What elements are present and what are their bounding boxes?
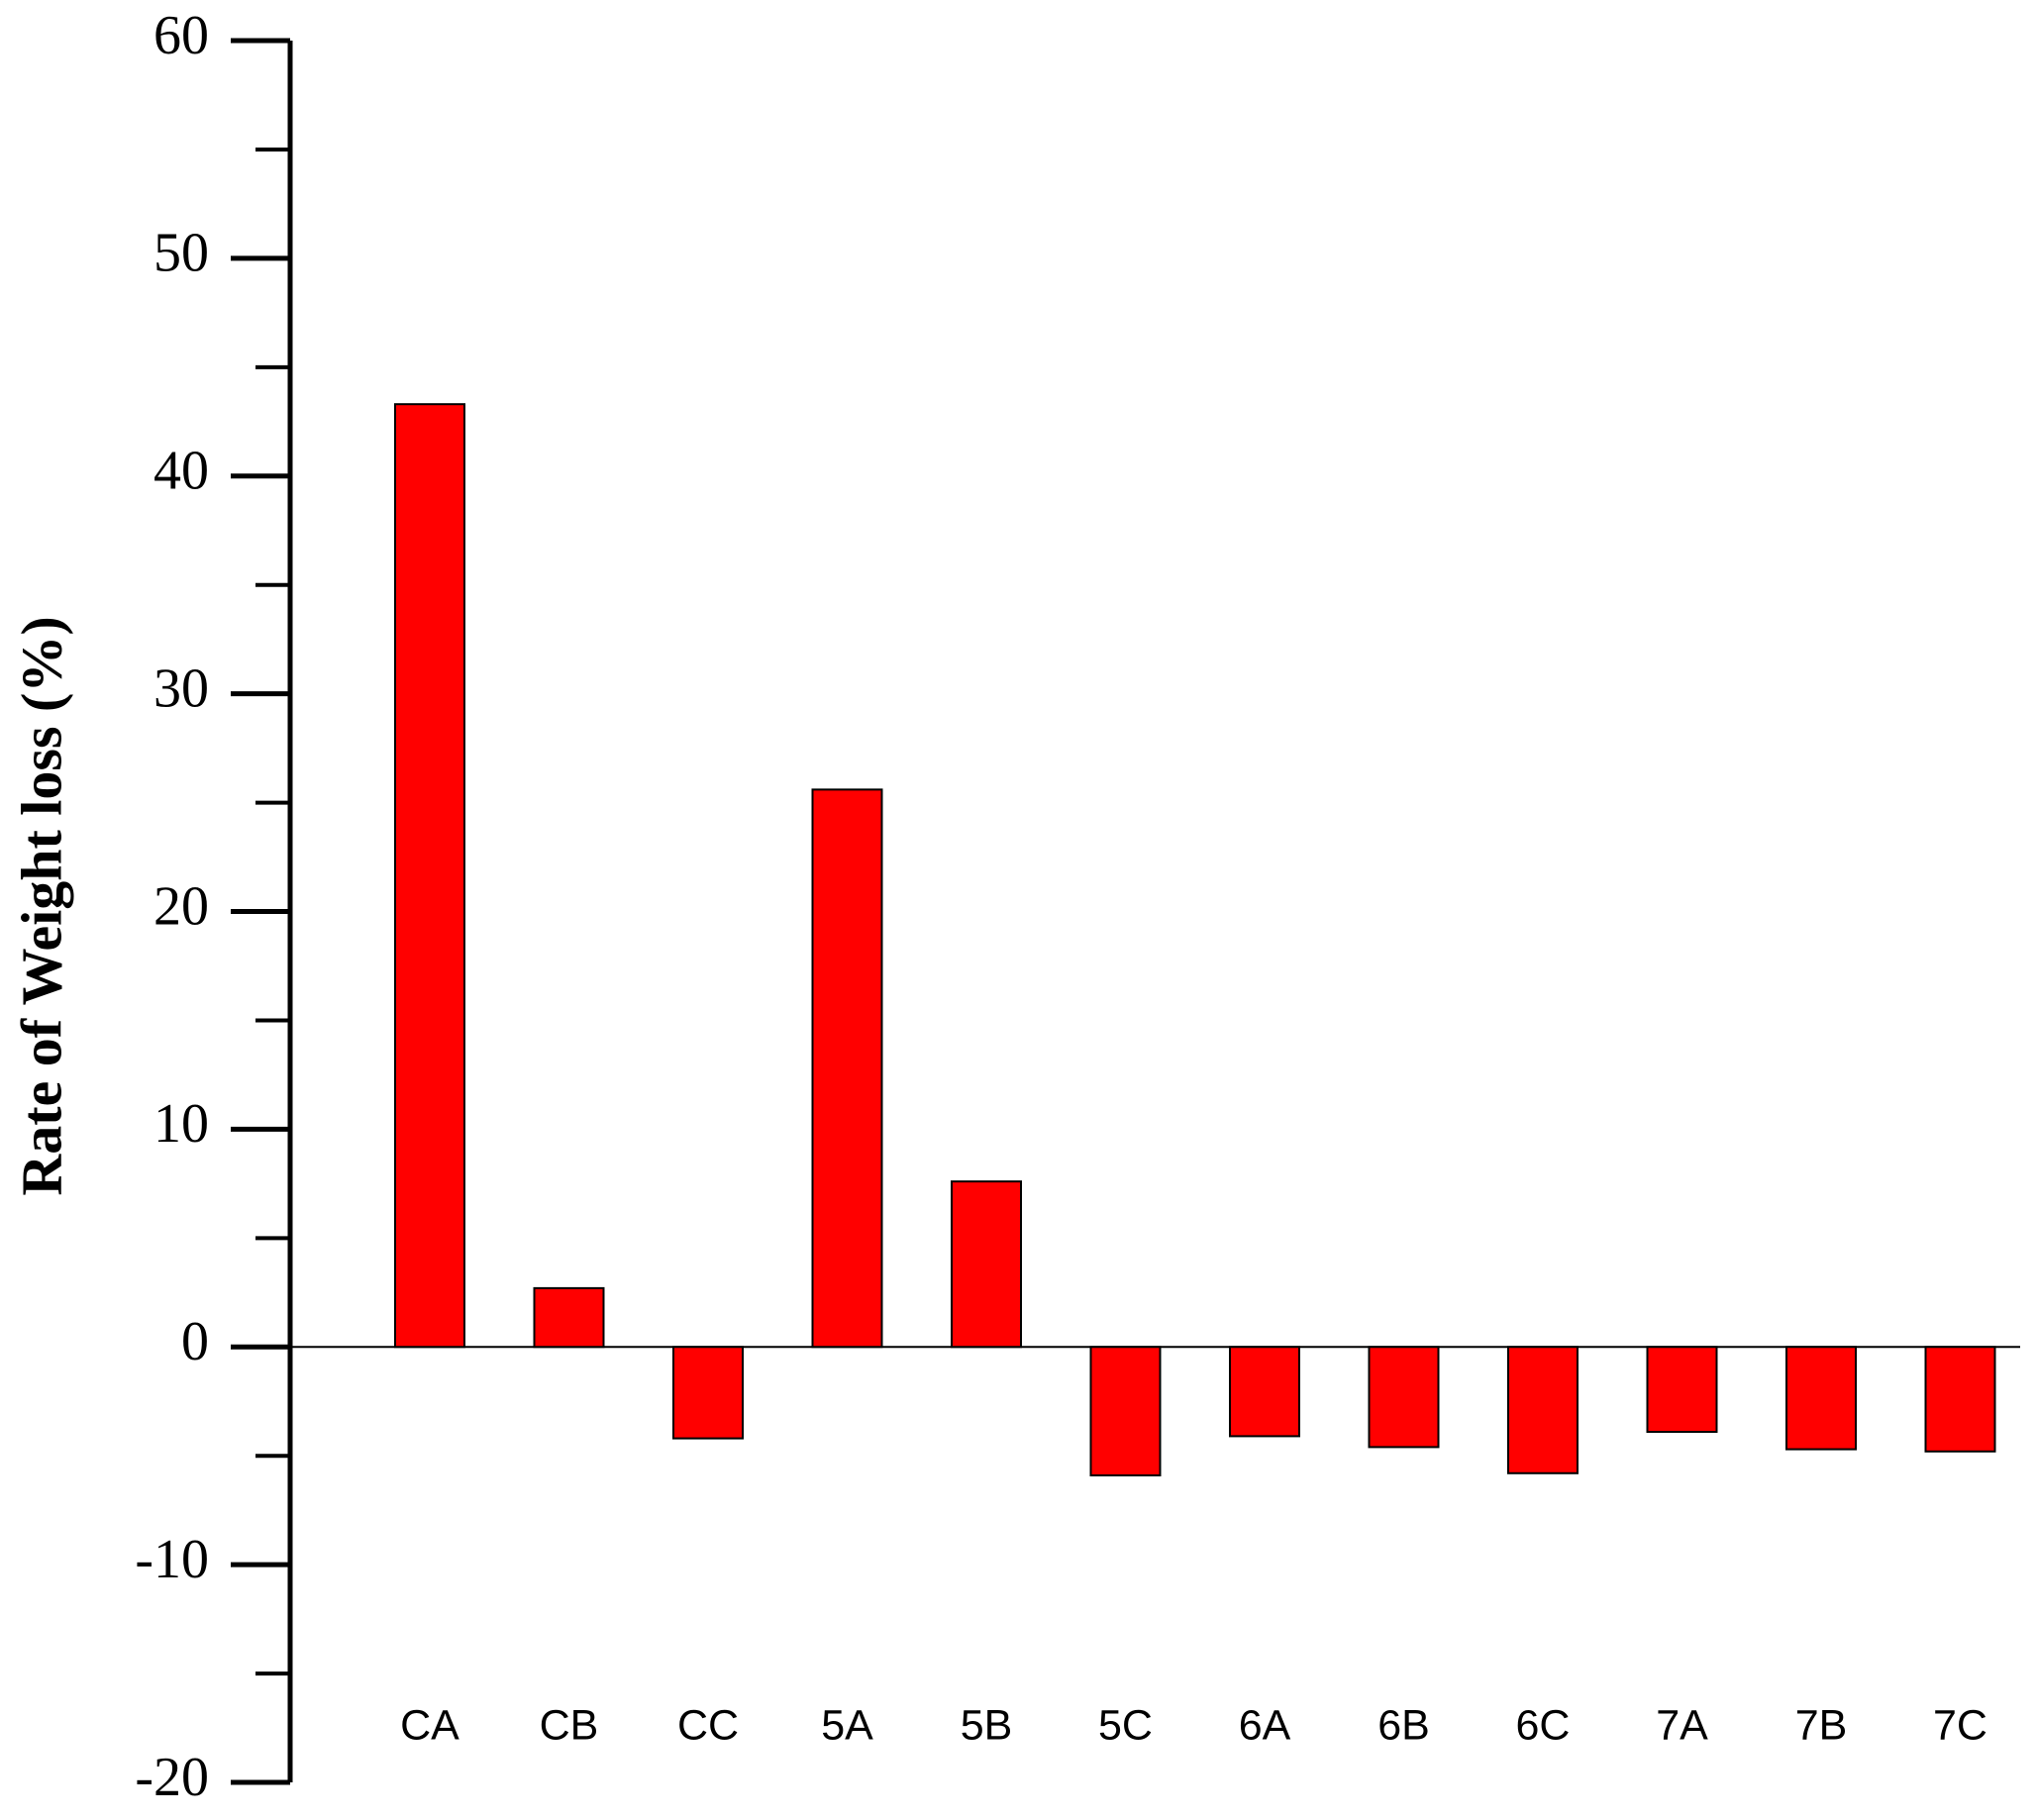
bar-6b	[1368, 1346, 1440, 1449]
y-tick-label: 10	[153, 1093, 209, 1155]
y-tick-label: 20	[153, 875, 209, 937]
x-tick-label: 7C	[1933, 1701, 1987, 1749]
bar-7c	[1924, 1346, 1996, 1453]
y-tick-label: -20	[135, 1747, 209, 1808]
bar-7b	[1785, 1346, 1857, 1451]
y-tick-label: 30	[153, 657, 209, 719]
y-tick-label: 0	[181, 1311, 209, 1372]
y-tick-label: 40	[153, 441, 209, 502]
x-tick-label: 7B	[1795, 1701, 1848, 1749]
bar-6a	[1229, 1346, 1300, 1438]
x-tick-label: 6C	[1516, 1701, 1571, 1749]
x-tick-label: 6B	[1377, 1701, 1430, 1749]
x-tick-label: 6A	[1239, 1701, 1291, 1749]
bar-cc	[672, 1346, 744, 1440]
x-tick-label: 5A	[821, 1701, 873, 1749]
x-tick-label: 5B	[961, 1701, 1013, 1749]
y-tick-label: -10	[135, 1529, 209, 1590]
bar-6c	[1507, 1346, 1579, 1474]
x-tick-label: CB	[540, 1701, 599, 1749]
y-axis-label: Rate of Weight loss (%)	[9, 616, 73, 1195]
x-tick-label: CA	[400, 1701, 459, 1749]
x-tick-label: CC	[677, 1701, 739, 1749]
x-tick-label: 7A	[1656, 1701, 1708, 1749]
bar-7a	[1646, 1346, 1718, 1434]
bar-5b	[951, 1180, 1022, 1349]
bar-ca	[394, 403, 465, 1349]
bar-cb	[533, 1286, 605, 1349]
x-tick-label: 5C	[1098, 1701, 1153, 1749]
bar-5c	[1089, 1346, 1162, 1476]
bar-5a	[811, 788, 883, 1349]
y-tick-label: 60	[153, 5, 209, 66]
y-tick-label: 50	[153, 223, 209, 284]
